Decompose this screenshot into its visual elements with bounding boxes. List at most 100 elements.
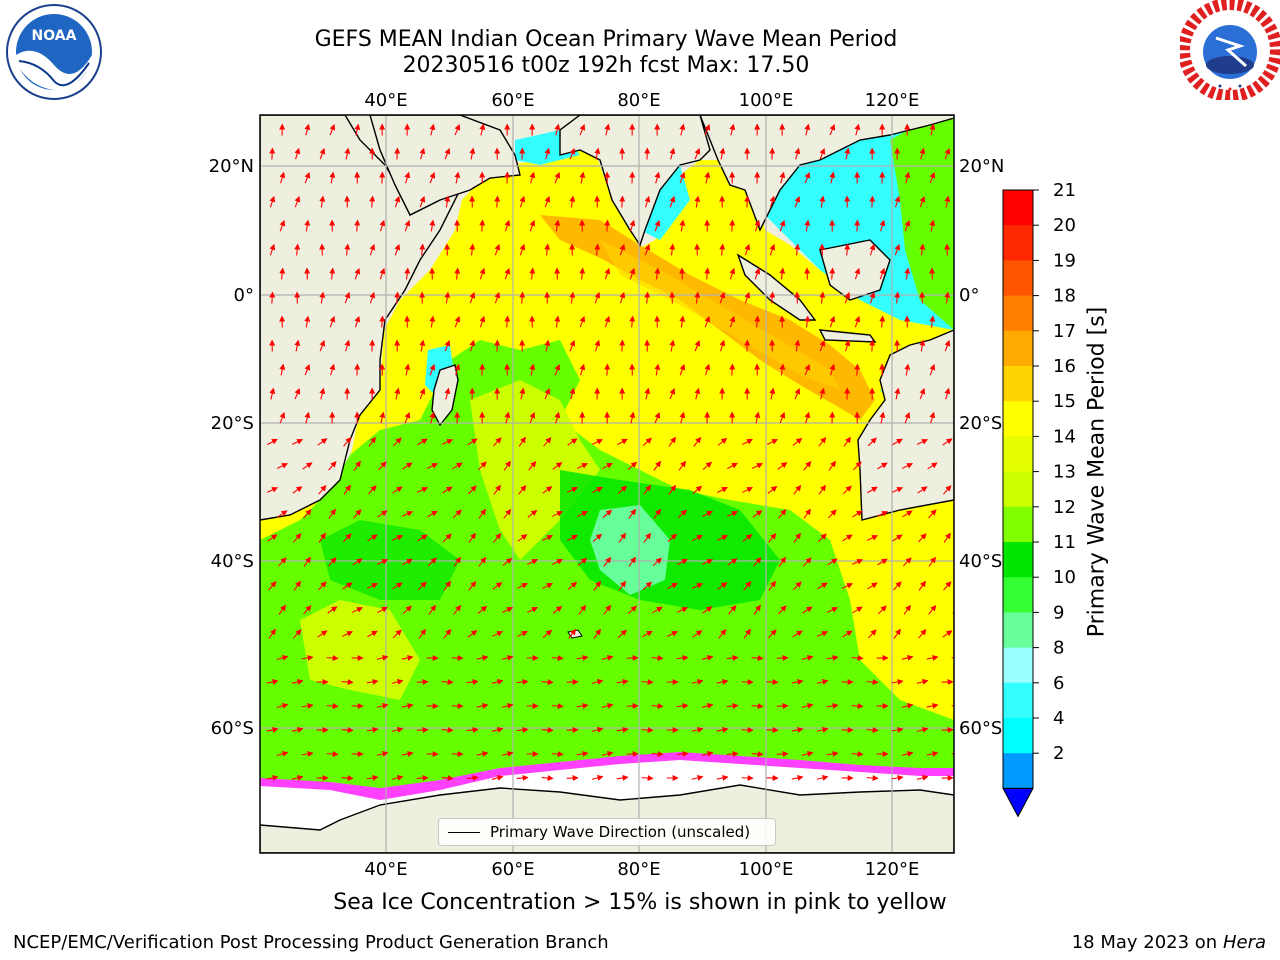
wave-direction-arrow	[467, 630, 478, 638]
wave-direction-arrow	[719, 291, 726, 304]
wave-direction-arrow	[441, 679, 454, 686]
lat-label: 60°S	[211, 718, 254, 739]
wave-direction-arrow	[429, 219, 436, 232]
wave-direction-arrow	[717, 582, 728, 590]
wave-direction-arrow	[719, 243, 726, 256]
wave-direction-arrow	[379, 315, 386, 328]
wave-direction-arrow	[527, 510, 538, 518]
wave-direction-arrow	[677, 558, 688, 566]
wave-direction-arrow	[293, 533, 302, 543]
wave-direction-arrow	[567, 534, 578, 542]
wave-direction-arrow	[867, 437, 877, 447]
wave-direction-arrow	[944, 291, 951, 304]
wave-direction-arrow	[269, 387, 276, 400]
wave-direction-arrow	[844, 147, 851, 160]
wave-direction-arrow	[816, 631, 829, 637]
wave-direction-arrow	[491, 774, 504, 781]
wave-direction-arrow	[502, 557, 513, 566]
wave-direction-arrow	[701, 654, 714, 661]
footer-machine: Hera	[1222, 932, 1266, 953]
wave-direction-arrow	[726, 750, 739, 757]
wave-direction-arrow	[594, 291, 601, 304]
wave-direction-arrow	[541, 679, 554, 686]
wave-direction-arrow	[601, 750, 614, 757]
wave-direction-arrow	[804, 411, 811, 424]
map-panel	[260, 115, 959, 853]
wave-direction-arrow	[641, 775, 654, 782]
wave-direction-arrow	[577, 510, 588, 518]
wave-direction-arrow	[279, 363, 286, 376]
colorbar-tick-label: 17	[1053, 321, 1076, 342]
lon-label: 60°E	[491, 90, 534, 111]
wave-direction-arrow	[918, 533, 927, 543]
wave-direction-arrow	[369, 195, 376, 208]
wave-direction-arrow	[604, 315, 611, 328]
colorbar-extend-triangle	[1002, 787, 1034, 818]
wave-direction-arrow	[691, 774, 704, 781]
wave-direction-arrow	[768, 580, 776, 591]
wave-direction-arrow	[318, 485, 327, 495]
wave-direction-arrow	[776, 702, 789, 709]
colorbar-segment	[1003, 612, 1033, 649]
wave-direction-arrow	[751, 703, 764, 710]
wave-direction-arrow	[642, 581, 653, 591]
wave-direction-arrow	[343, 533, 352, 543]
wave-direction-arrow	[892, 534, 903, 542]
wave-direction-arrow	[416, 487, 429, 493]
wave-direction-arrow	[469, 291, 476, 304]
wave-direction-arrow	[643, 532, 652, 543]
map-legend: Primary Wave Direction (unscaled)	[438, 818, 776, 846]
wave-direction-arrow	[591, 439, 604, 445]
wave-direction-arrow	[493, 484, 501, 495]
colorbar-segment	[1003, 366, 1033, 402]
wave-direction-arrow	[517, 630, 528, 638]
wave-direction-arrow	[579, 363, 586, 376]
wave-direction-arrow	[701, 750, 714, 757]
wave-direction-arrow	[727, 558, 738, 566]
wave-direction-arrow	[654, 171, 661, 184]
southeast-asia-landmass	[699, 115, 954, 232]
australia-landmass	[857, 329, 954, 521]
wave-direction-arrow	[554, 411, 561, 424]
wave-direction-arrow	[894, 195, 901, 208]
wave-direction-arrow	[544, 195, 551, 208]
colorbar-tick-label: 10	[1053, 567, 1076, 588]
wave-direction-arrow	[601, 702, 614, 709]
wave-direction-arrow	[479, 315, 486, 328]
wave-direction-arrow	[779, 411, 786, 424]
wave-direction-arrow	[417, 438, 428, 446]
colorbar-segment	[1003, 471, 1033, 508]
colorbar-tick-label: 12	[1053, 497, 1076, 518]
wave-direction-arrow	[903, 604, 911, 615]
wave-direction-arrow	[819, 339, 826, 352]
wave-direction-arrow	[956, 173, 958, 184]
colorbar-tick-label: 20	[1053, 215, 1076, 236]
wave-direction-arrow	[955, 317, 959, 327]
wave-direction-arrow	[679, 171, 686, 184]
wave-direction-arrow	[501, 654, 514, 661]
colorbar-label: Primary Wave Mean Period [s]	[1084, 306, 1110, 638]
colorbar-segment	[1003, 682, 1033, 719]
wave-direction-arrow	[893, 628, 901, 639]
wave-direction-arrow	[627, 461, 638, 471]
wave-direction-arrow	[494, 195, 501, 208]
wave-direction-arrow	[916, 726, 929, 733]
wave-direction-arrow	[942, 438, 953, 446]
wave-direction-arrow	[728, 605, 737, 615]
wave-direction-arrow	[751, 751, 764, 758]
wave-direction-arrow	[394, 387, 401, 400]
wave-direction-arrow	[591, 774, 604, 781]
wave-direction-arrow	[402, 462, 413, 470]
wave-direction-arrow	[628, 556, 637, 567]
wave-direction-arrow	[529, 219, 536, 232]
wave-direction-arrow	[694, 147, 701, 160]
wave-direction-arrow	[767, 629, 777, 639]
wave-direction-arrow	[369, 243, 376, 256]
wave-direction-arrow	[801, 654, 814, 661]
wave-direction-arrow	[929, 219, 936, 232]
wave-direction-arrow	[494, 243, 501, 256]
wave-direction-arrow	[753, 557, 762, 567]
wave-direction-arrow	[354, 123, 361, 136]
wave-direction-arrow	[754, 315, 761, 328]
wave-direction-arrow	[468, 580, 477, 591]
